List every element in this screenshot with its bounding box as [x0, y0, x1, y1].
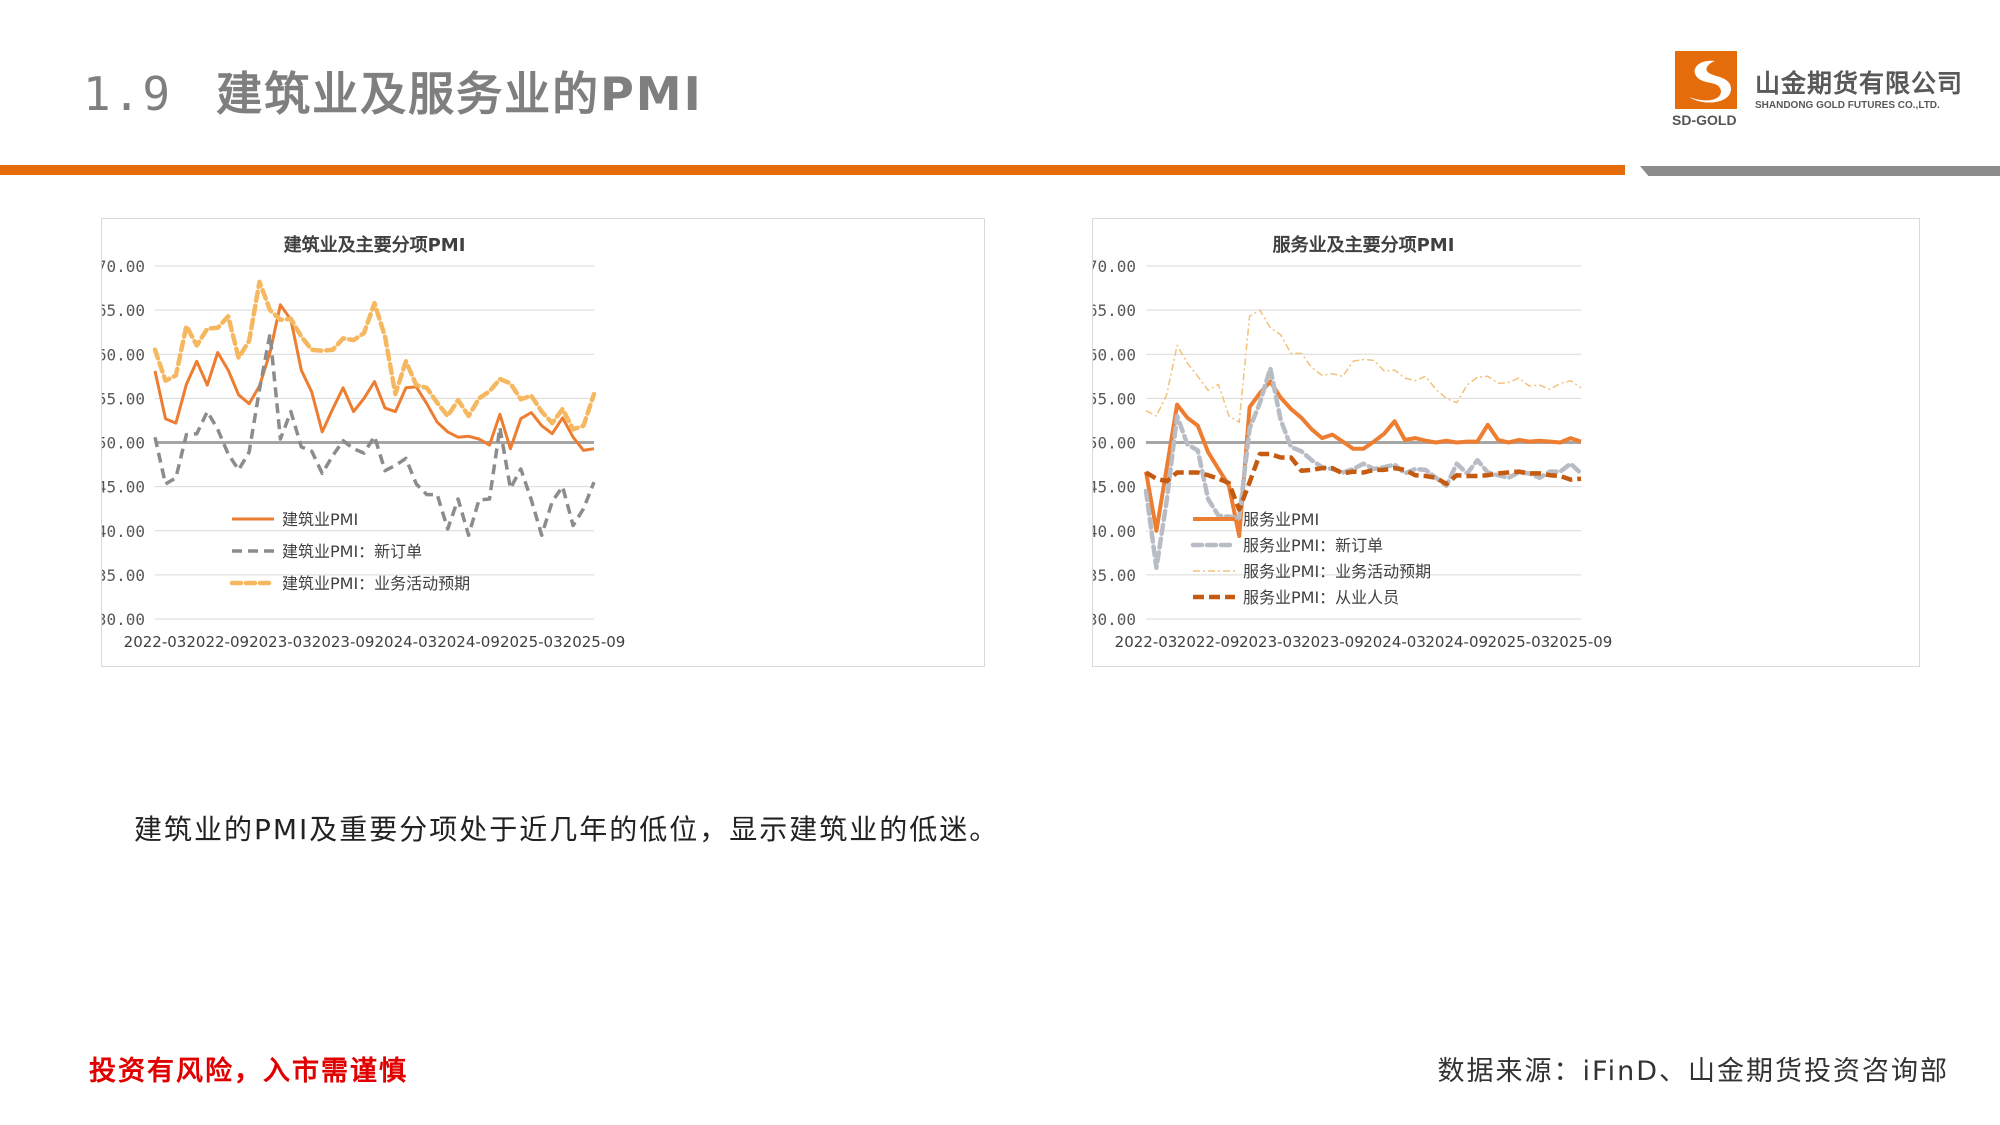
logo-company-en: SHANDONG GOLD FUTURES CO.,LTD. — [1755, 100, 1940, 111]
data-source: 数据来源：iFinD、山金期货投资咨询部 — [1437, 1056, 1949, 1087]
y-tick-label: 55.00 — [102, 389, 145, 408]
series-line-1 — [153, 303, 595, 452]
legend-label: 建筑业PMI：业务活动预期 — [282, 574, 470, 593]
y-tick-label: 35.00 — [102, 566, 145, 585]
x-tick-label: 2024-03 — [375, 633, 438, 651]
y-tick-label: 40.00 — [102, 522, 145, 541]
y-tick-label: 45.00 — [102, 478, 145, 497]
y-tick-label: 65.00 — [102, 301, 145, 320]
logo-swirl-icon — [1675, 51, 1737, 109]
page-title: 1.9 建筑业及服务业的PMI — [83, 58, 703, 124]
chart-title: 建筑业及主要分项PMI — [284, 234, 466, 256]
y-tick-label: 40.00 — [1093, 522, 1136, 541]
x-tick-label: 2022-09 — [186, 633, 249, 651]
x-tick-label: 2024-03 — [1363, 633, 1426, 651]
legend-label: 服务业PMI — [1243, 510, 1319, 529]
y-tick-label: 50.00 — [1093, 434, 1136, 453]
logo-company-cn: 山金期货有限公司 — [1755, 69, 1964, 98]
y-tick-label: 30.00 — [1093, 610, 1136, 629]
y-tick-label: 70.00 — [102, 257, 145, 276]
legend-label: 服务业PMI：业务活动预期 — [1243, 562, 1431, 581]
services-pmi-chart: 服务业及主要分项PMI 30.00 35.00 40.00 45.00 50.00 55.0… — [1092, 218, 1920, 667]
construction-pmi-chart: 建筑业及主要分项PMI 30.00 35.00 40.00 45.00 50.00 55.0… — [101, 218, 985, 667]
chart-svg: 建筑业及主要分项PMI 30.00 35.00 40.00 45.00 50.00 55.0… — [102, 234, 626, 651]
series-line-4 — [1144, 451, 1582, 512]
risk-warning: 投资有风险，入市需谨慎 — [89, 1056, 408, 1087]
y-tick-label: 70.00 — [1093, 257, 1136, 276]
series-line-3 — [1145, 309, 1582, 423]
x-tick-label: 2023-03 — [249, 633, 312, 651]
y-tick-label: 60.00 — [102, 345, 145, 364]
x-tick-label: 2024-09 — [1425, 633, 1488, 651]
x-tick-label: 2022-03 — [124, 633, 187, 651]
x-tick-label: 2024-09 — [437, 633, 500, 651]
y-tick-label: 50.00 — [102, 434, 145, 453]
logo-sd-gold: SD-GOLD — [1672, 112, 1737, 128]
body-text: 建筑业的PMI及重要分项处于近几年的低位，显示建筑业的低迷。 — [134, 813, 1000, 846]
y-tick-label: 45.00 — [1093, 478, 1136, 497]
y-tick-label: 60.00 — [1093, 345, 1136, 364]
y-tick-label: 65.00 — [1093, 301, 1136, 320]
section-number: 1.9 — [83, 67, 173, 121]
x-tick-label: 2025-03 — [500, 633, 563, 651]
legend-label: 建筑业PMI — [282, 510, 358, 529]
header-divider-orange — [0, 165, 1625, 175]
x-tick-label: 2025-09 — [563, 633, 626, 651]
x-tick-label: 2022-03 — [1115, 633, 1178, 651]
x-tick-label: 2025-03 — [1488, 633, 1551, 651]
x-tick-label: 2022-09 — [1177, 633, 1240, 651]
chart-title: 服务业及主要分项PMI — [1273, 234, 1455, 256]
x-tick-label: 2023-09 — [1301, 633, 1364, 651]
y-tick-label: 30.00 — [102, 610, 145, 629]
legend-label: 服务业PMI：新订单 — [1243, 536, 1383, 555]
legend-label: 服务业PMI：从业人员 — [1243, 588, 1399, 607]
x-tick-label: 2023-03 — [1239, 633, 1302, 651]
x-tick-label: 2025-09 — [1550, 633, 1613, 651]
company-logo: SD-GOLD 山金期货有限公司 SHANDONG GOLD FUTURES C… — [1672, 48, 1965, 130]
x-tick-label: 2023-09 — [312, 633, 375, 651]
y-tick-label: 35.00 — [1093, 566, 1136, 585]
series-line-1 — [1144, 379, 1582, 538]
header-divider-gray — [1640, 166, 2000, 176]
chart-svg: 服务业及主要分项PMI 30.00 35.00 40.00 45.00 50.00 55.0… — [1093, 234, 1613, 651]
series-line-2 — [153, 332, 596, 537]
series-line-2 — [1143, 366, 1584, 571]
series-line-3 — [152, 279, 597, 432]
y-tick-label: 55.00 — [1093, 389, 1136, 408]
legend-label: 建筑业PMI：新订单 — [282, 542, 422, 561]
section-title: 建筑业及服务业的PMI — [216, 67, 703, 121]
